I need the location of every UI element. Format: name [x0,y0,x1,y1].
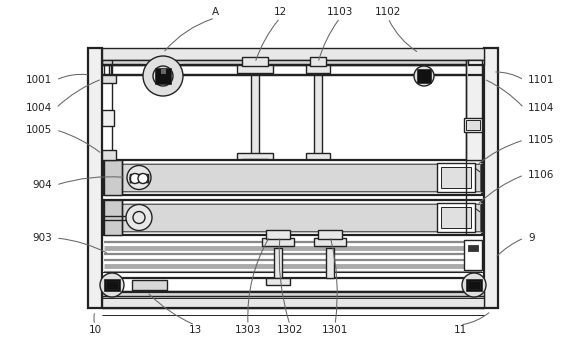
Bar [262,238,294,246]
Text: 904: 904 [32,180,52,190]
Bar [102,60,484,65]
Bar [468,245,478,251]
Bar [104,160,122,195]
Bar [242,159,268,166]
Bar [102,291,484,296]
Bar [468,281,480,289]
Bar [237,65,273,73]
Bar [464,240,482,270]
Circle shape [138,174,148,184]
Circle shape [126,204,152,230]
Bar [466,279,482,291]
Bar [306,65,330,73]
Circle shape [100,273,124,297]
Text: 12: 12 [273,7,287,17]
Text: 1001: 1001 [26,75,52,85]
Bar [132,280,167,290]
Bar [155,68,171,84]
Circle shape [414,66,434,86]
Text: 1105: 1105 [528,135,554,145]
Bar [484,48,498,308]
Text: 13: 13 [188,325,202,335]
Bar [464,118,482,132]
Bar [102,110,114,126]
Text: 1106: 1106 [528,170,554,180]
Bar [326,248,334,278]
Text: 1301: 1301 [322,325,348,335]
Bar [310,57,326,66]
Bar [106,281,118,289]
Text: 9: 9 [528,233,535,243]
Bar [104,200,122,235]
Bar [266,230,290,239]
Text: A: A [212,7,219,17]
Bar [274,248,282,278]
Text: 903: 903 [32,233,52,243]
Circle shape [127,166,151,189]
Bar [441,207,471,228]
Bar [314,238,346,246]
Bar [318,230,342,239]
Text: 1101: 1101 [528,75,554,85]
Bar [314,75,322,155]
Text: 1104: 1104 [528,103,554,113]
Bar [466,60,482,160]
Bar [102,48,484,60]
Text: 10: 10 [88,325,102,335]
Bar [104,160,482,195]
Bar [130,174,148,181]
Bar [106,164,480,191]
Text: 11: 11 [454,325,467,335]
Bar [102,75,116,83]
Bar [437,163,475,192]
Circle shape [130,174,140,184]
Bar [106,204,480,231]
Bar [417,69,431,83]
Text: 1303: 1303 [235,325,261,335]
Bar [102,150,116,160]
Bar [104,279,120,291]
Bar [102,296,484,308]
Bar [266,278,290,285]
Bar [104,200,482,235]
Bar [161,69,166,74]
Text: 1302: 1302 [277,325,303,335]
Circle shape [462,273,486,297]
Text: 1102: 1102 [375,7,401,17]
Bar [306,153,330,161]
Bar [441,167,471,188]
Bar [242,57,268,66]
Text: 1004: 1004 [26,103,52,113]
Circle shape [143,56,183,96]
Text: 1005: 1005 [26,125,52,135]
Bar [466,120,480,130]
Bar [251,75,259,155]
Bar [88,48,102,308]
Bar [237,153,273,161]
Bar [437,203,475,232]
Text: 1103: 1103 [327,7,353,17]
